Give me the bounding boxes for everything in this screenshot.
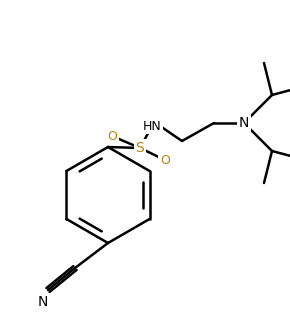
Text: HN: HN <box>143 119 161 132</box>
Text: S: S <box>136 141 144 155</box>
Text: O: O <box>107 129 117 143</box>
Text: O: O <box>160 154 170 166</box>
Text: N: N <box>239 116 249 130</box>
Text: N: N <box>38 295 48 309</box>
